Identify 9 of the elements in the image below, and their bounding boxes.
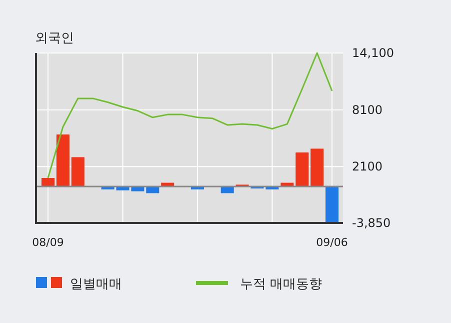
y-tick-label: 14,100 [352,46,394,60]
y-tick-label: 8100 [352,102,383,117]
x-tick-label: 09/06 [316,236,348,249]
chart-title: 외국인 [35,31,74,46]
y-tick-label: -3,850 [352,216,391,230]
x-tick-label: 08/09 [32,236,64,249]
legend-label: 일별매매 [70,277,122,292]
y-tick-label: 2100 [352,160,383,174]
legend-label: 누적 매매동향 [240,277,322,292]
